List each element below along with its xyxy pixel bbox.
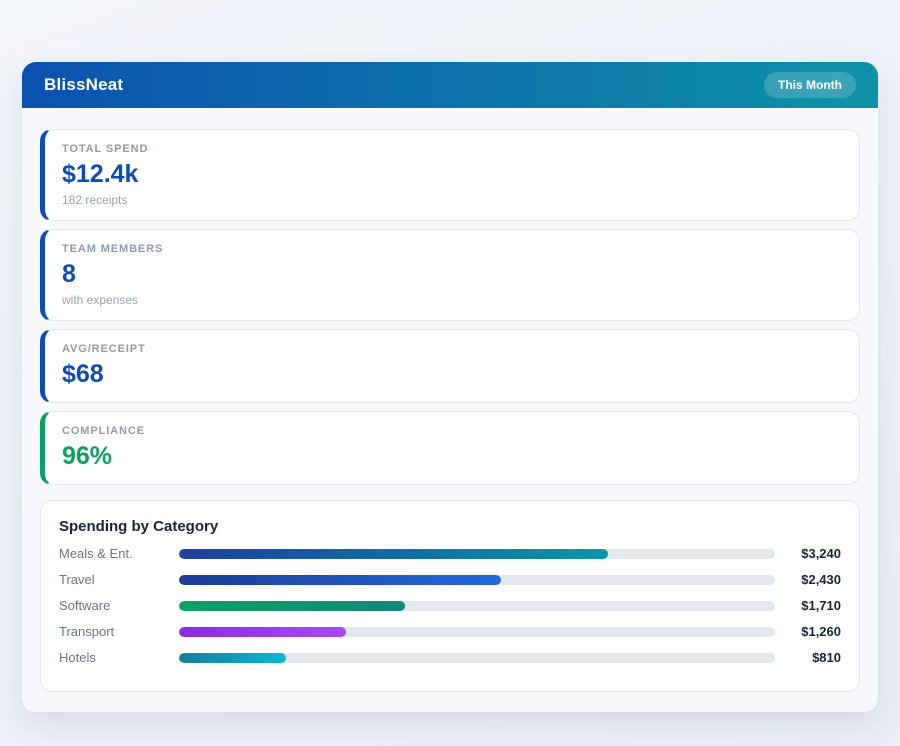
category-label: Meals & Ent.: [59, 546, 133, 561]
bar-fill: [179, 652, 287, 663]
stat-value: $68: [62, 360, 104, 388]
panel-body: TOTAL SPEND $12.4k 182 receipts TEAM MEM…: [22, 108, 878, 712]
bar-track: [179, 652, 775, 663]
period-badge[interactable]: This Month: [764, 72, 856, 98]
bar-fill: [179, 548, 609, 559]
stat-subtext: with expenses: [62, 293, 139, 307]
stat-label: TOTAL SPEND: [62, 143, 149, 155]
bar-track: [179, 626, 775, 637]
bar-fill: [179, 574, 501, 585]
category-label: Hotels: [59, 650, 96, 665]
bar-value: $810: [812, 650, 841, 665]
chart-row-software: Software $1,710: [59, 598, 841, 613]
category-label: Travel: [59, 572, 95, 587]
stat-value: $12.4k: [62, 160, 139, 188]
stat-label: TEAM MEMBERS: [62, 243, 164, 255]
bar-fill: [179, 600, 406, 611]
category-label: Software: [59, 598, 111, 613]
bar-track: [179, 600, 775, 611]
bar-value: $3,240: [801, 546, 841, 561]
stat-value: 96%: [62, 442, 113, 470]
dashboard-panel: BlissNeat This Month TOTAL SPEND $12.4k …: [22, 62, 878, 712]
stat-card-team-members: TEAM MEMBERS 8 with expenses: [40, 229, 860, 321]
stat-card-compliance: COMPLIANCE 96%: [40, 411, 860, 485]
chart-row-transport: Transport $1,260: [59, 624, 841, 639]
bar-value: $1,710: [801, 598, 841, 613]
chart-row-meals: Meals & Ent. $3,240: [59, 546, 841, 561]
chart-row-travel: Travel $2,430: [59, 572, 841, 587]
stat-card-avg-receipt: AVG/RECEIPT $68: [40, 329, 860, 403]
stat-label: COMPLIANCE: [62, 425, 145, 437]
stat-label: AVG/RECEIPT: [62, 343, 146, 355]
chart-title: Spending by Category: [59, 518, 219, 535]
stat-value: 8: [62, 260, 76, 288]
app-title: BlissNeat: [44, 75, 124, 94]
stat-subtext: 182 receipts: [62, 193, 128, 207]
chart-row-hotels: Hotels $810: [59, 650, 841, 665]
category-label: Transport: [59, 624, 115, 639]
bar-value: $1,260: [801, 624, 841, 639]
bar-track: [179, 548, 775, 559]
app-header: BlissNeat This Month: [22, 62, 878, 108]
stat-card-total-spend: TOTAL SPEND $12.4k 182 receipts: [40, 129, 860, 221]
bar-track: [179, 574, 775, 585]
bar-value: $2,430: [801, 572, 841, 587]
bar-fill: [179, 626, 346, 637]
spending-by-category-chart: Spending by Category Meals & Ent. $3,240…: [40, 500, 860, 692]
